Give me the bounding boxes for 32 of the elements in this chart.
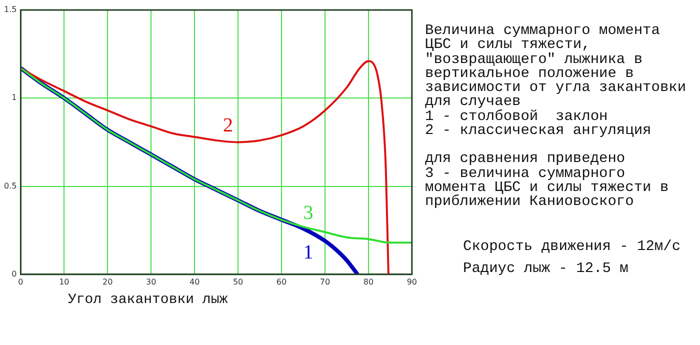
text: вертикальное положение в <box>425 66 635 82</box>
text: Величина суммарного момента <box>425 23 661 39</box>
x-tick-label: 40 <box>189 277 200 286</box>
text: 2 - классическая ангуляция <box>425 123 652 140</box>
x-tick-label: 90 <box>406 277 418 286</box>
text: ЦБС и силы тяжести, <box>425 37 592 54</box>
x-tick-label: 70 <box>320 277 330 286</box>
x-tick-label: 80 <box>363 277 374 286</box>
series-label: 3 <box>303 202 314 224</box>
text: 1 - столбовой заклон <box>425 108 609 125</box>
text: для случаев <box>425 94 521 110</box>
text: для сравнения приведено <box>425 151 626 168</box>
y-tick-label: 0 <box>12 269 17 278</box>
text: Скорость движения - 12м/с <box>463 238 682 255</box>
y-tick-label: 0.5 <box>4 181 17 190</box>
text: приближении Каниовоского <box>425 194 635 210</box>
series-label: 2 <box>223 114 234 137</box>
x-tick-label: 60 <box>276 277 287 286</box>
text: Радиус лыж - 12.5 м <box>463 260 630 277</box>
text: 3 - величина суммарного <box>425 166 626 182</box>
series-label: 1 <box>303 242 314 264</box>
y-tick-label: 1 <box>12 93 17 102</box>
text: "возвращающего" лыжника в <box>425 52 644 68</box>
x-tick-label: 30 <box>146 277 156 286</box>
text: момента ЦБС и силы тяжести в <box>425 180 670 196</box>
x-tick-label: 20 <box>102 277 113 286</box>
x-tick-label: 0 <box>18 277 24 286</box>
y-tick-label: 1.5 <box>4 5 17 14</box>
text: зависимости от угла закантовки <box>425 80 686 96</box>
x-tick-label: 10 <box>59 277 70 286</box>
x-axis-title: Угол закантовки лыж <box>68 292 228 308</box>
x-tick-label: 50 <box>232 277 244 286</box>
